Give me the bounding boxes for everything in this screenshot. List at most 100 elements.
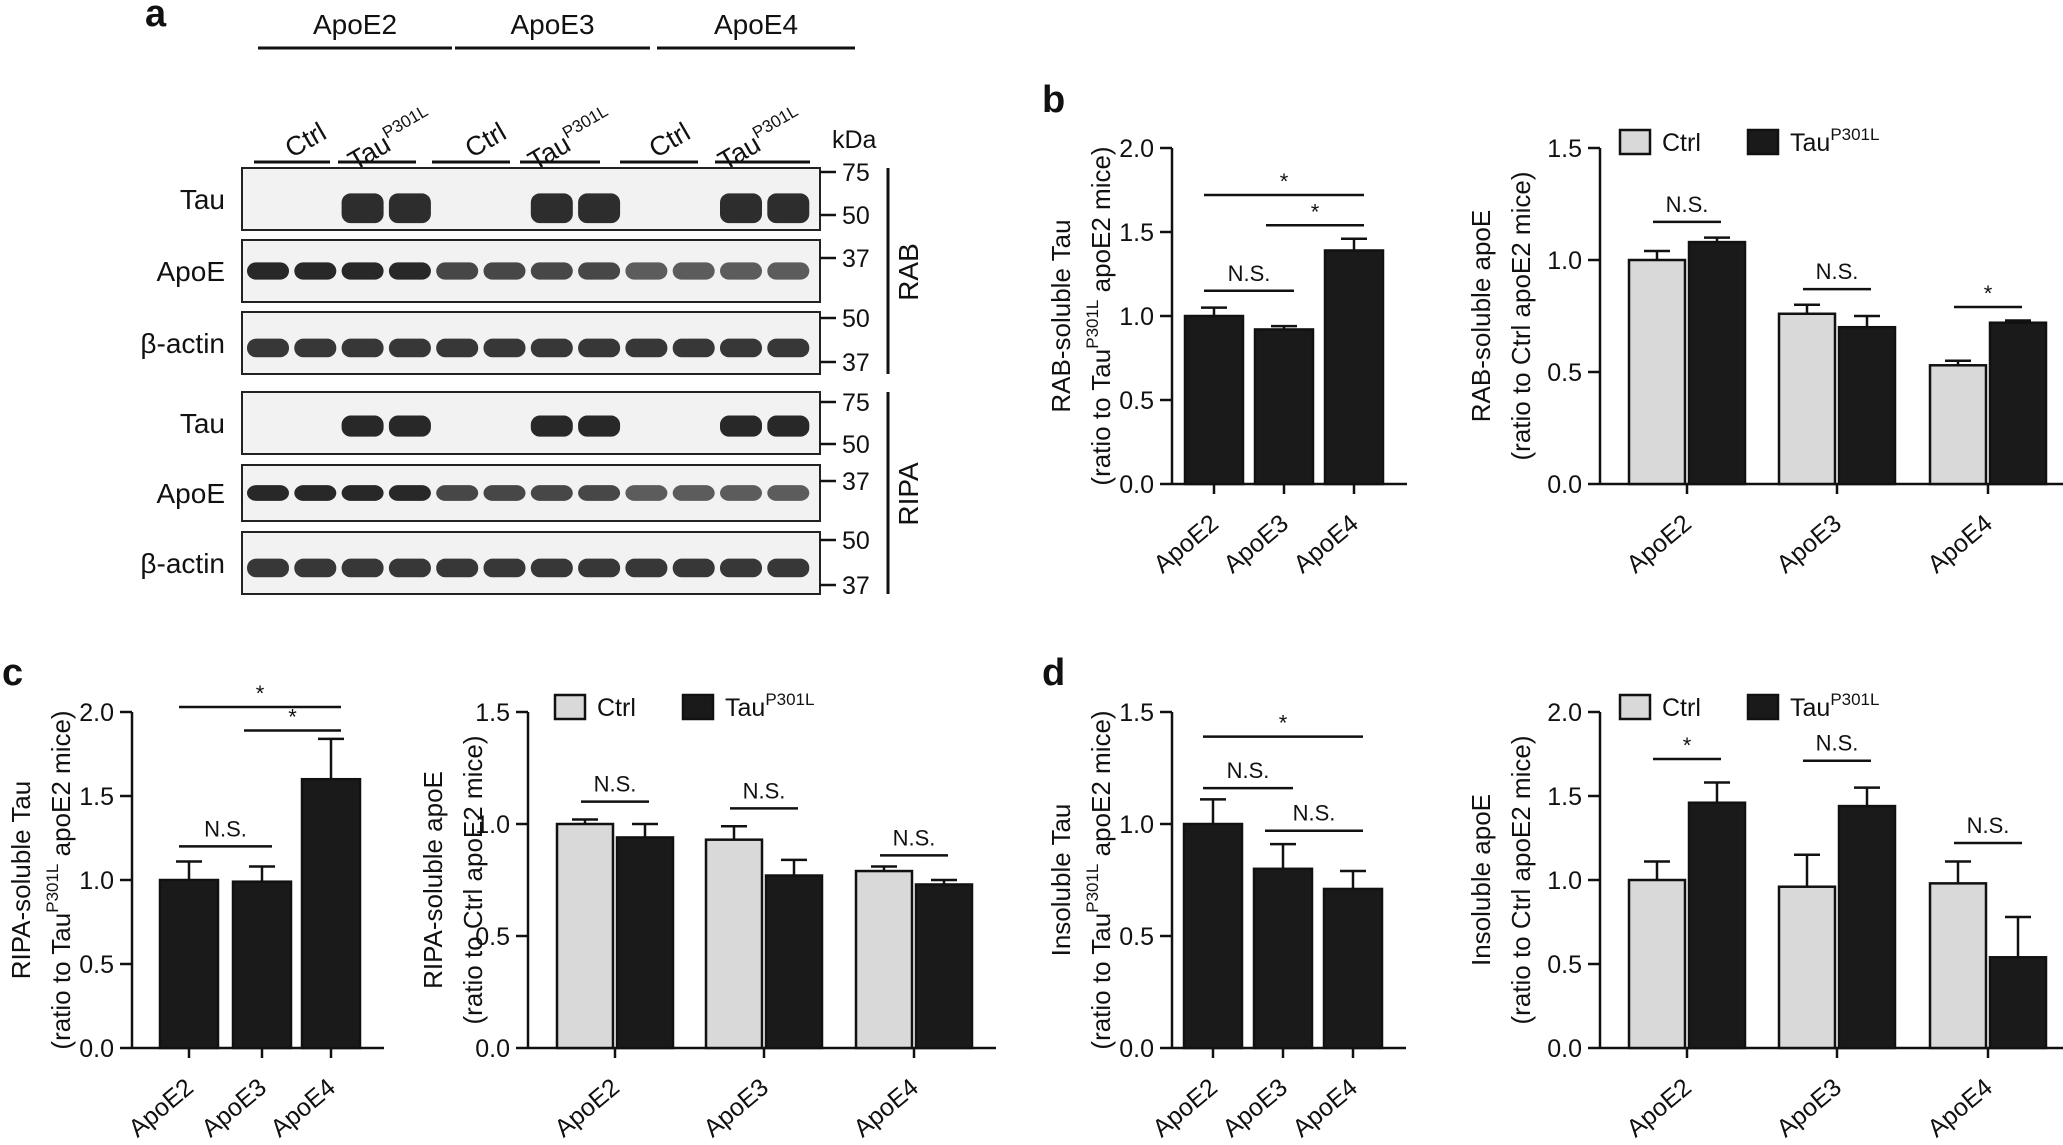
y-tick-label: 1.0 [1119,303,1154,331]
blot-band [720,193,762,224]
bar [615,836,675,1050]
bar [1323,249,1385,486]
y-axis-title-2: (ratio to Ctrl apoE2 mice) [1506,172,1536,461]
lane-label: TauP301L [711,101,808,176]
y-tick-label: 1.5 [1119,699,1154,727]
legend-label-ctrl: Ctrl [1662,694,1701,722]
y-tick-label: 1.5 [1547,783,1582,811]
x-tick-label: ApoE3 [698,1073,773,1143]
blot-row: Tau 75 50 [180,389,870,459]
bar [1837,325,1897,486]
panel-letter: d [1042,652,1065,694]
lane-label: TauP301L [341,101,438,176]
blot-band [530,338,573,358]
blot-band [341,485,384,501]
blot-row: ApoE 37 [157,464,870,522]
mw-label: 37 [842,349,870,377]
lane-label-text: Ctrl [280,117,331,164]
blot-band [341,558,384,578]
blot-band [436,262,479,280]
blot-band [483,485,526,501]
significance-star: * [288,704,297,729]
y-axis-title-2: (ratio to Ctrl apoE2 mice) [458,736,488,1025]
blot-band [625,338,668,358]
panel-letter-a: a [145,0,167,35]
bar [1687,801,1747,1050]
bar [704,838,764,1050]
panel-letter: c [2,652,23,694]
y-axis-title: Insoluble Tau [1046,804,1076,957]
mw-label: 37 [842,468,870,496]
y-tick-label: 0.5 [79,951,114,979]
y-axis-title-2: (ratio to Ctrl apoE2 mice) [1506,736,1536,1025]
blot-band [530,415,573,437]
bar [231,880,293,1050]
blot-band [388,558,431,578]
lane-label: TauP301L [521,101,618,176]
mw-label: 50 [842,305,870,333]
significance-ns: N.S. [1967,813,2010,838]
blot-band [672,485,715,501]
blot-band [341,262,384,280]
blot-band [388,193,431,224]
blot-band [530,193,573,224]
significance-star: * [1311,199,1320,224]
lane-label-sup: P301L [559,101,611,142]
bar [1988,321,2048,486]
significance-ns: N.S. [1666,192,1709,217]
chart-b-right: 0.0 0.5 1.0 1.5 RAB-soluble apoE (ratio to Ct… [1466,125,2063,579]
y-axis-title-text: (ratio to Ctrl apoE2 mice) [1506,736,1536,1025]
y-tick-label: 1.5 [1119,219,1154,247]
significance-ns: N.S. [1227,758,1270,783]
x-tick-label: ApoE4 [265,1073,341,1143]
legend-label-tau: TauP301L [1790,690,1879,722]
blot-band [767,338,810,358]
y-axis-title-text: apoE2 mice) [1086,146,1116,299]
blot-band [436,338,479,358]
legend-swatch-tau [1746,693,1780,721]
blot-band [483,338,526,358]
blot-band [483,262,526,280]
blot-band [436,485,479,501]
blot-band [388,415,431,437]
blot-band [530,485,573,501]
panel-letter: b [1042,79,1065,121]
significance-ns: N.S. [743,778,786,803]
y-tick-label: 0.0 [79,1035,114,1063]
y-axis-title-text: apoE2 mice) [46,710,76,863]
blot-row-label: Tau [180,184,225,215]
blot-row: β-actin 50 37 [140,527,869,600]
legend-label-ctrl: Ctrl [1662,129,1701,157]
x-tick-label: ApoE2 [123,1073,198,1143]
blot-band [767,262,810,280]
lane-label-sup: P301L [749,101,801,142]
y-tick-label: 1.0 [1119,811,1154,839]
significance-ns: N.S. [1293,801,1336,826]
lane-label: Ctrl [644,117,695,164]
blot-band [720,262,762,280]
significance-ns: N.S. [893,825,936,850]
legend-label-tau-sup: P301L [765,690,814,709]
x-tick-label: ApoE4 [1287,1073,1363,1143]
y-axis-title: RAB-soluble Tau [1046,219,1076,412]
blot-band [294,338,337,358]
blot-row-label: β-actin [140,328,225,359]
lane-label: Ctrl [460,117,511,164]
y-tick-label: 0.0 [1547,471,1582,499]
x-tick-label: ApoE3 [1771,509,1846,579]
y-tick-label: 1.5 [79,783,114,811]
bar [1322,887,1384,1050]
x-tick-label: ApoE2 [1621,1073,1696,1143]
x-tick-label: ApoE2 [1148,509,1223,579]
legend-swatch-ctrl [1618,128,1652,156]
lane-label: Ctrl [280,117,331,164]
legend-label-tau: TauP301L [1790,125,1879,157]
bar [1687,240,1747,486]
blot-band [625,485,668,501]
blot-band [672,558,715,578]
x-tick-label: ApoE4 [1288,509,1364,579]
blot-band [672,262,715,280]
